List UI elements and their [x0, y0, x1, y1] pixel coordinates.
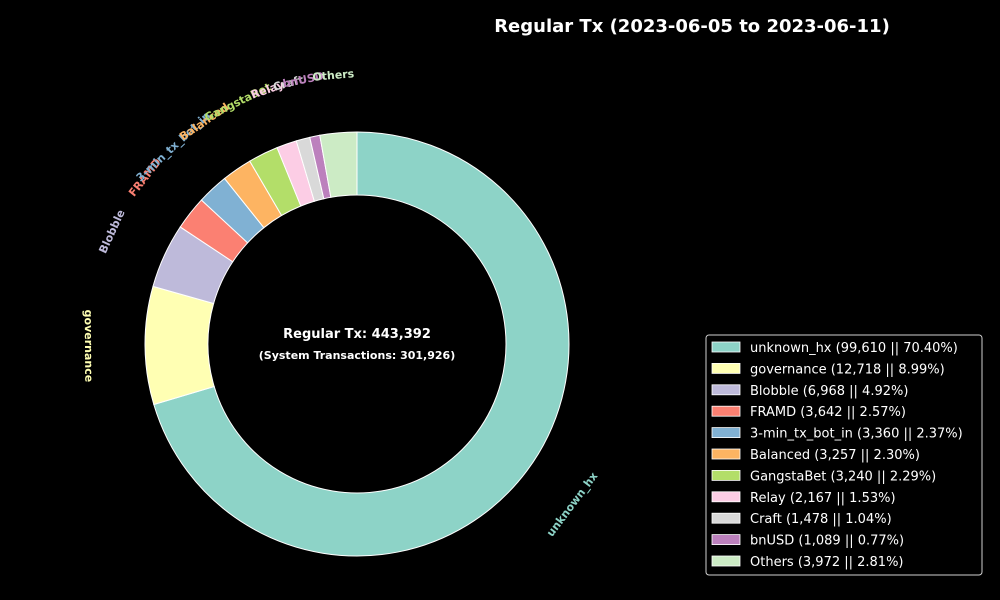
center-system-label: (System Transactions: 301,926)	[259, 349, 455, 362]
slice-label-others: Others	[312, 67, 355, 84]
legend-entry: unknown_hx (99,610 || 70.40%)	[750, 341, 958, 356]
center-total-label: Regular Tx: 443,392	[283, 327, 431, 342]
legend-entry: FRAMD (3,642 || 2.57%)	[750, 405, 906, 420]
legend-swatch	[711, 384, 741, 396]
legend-entry: GangstaBet (3,240 || 2.29%)	[750, 469, 936, 484]
donut-slices	[144, 131, 570, 557]
slice-others	[319, 131, 358, 198]
legend-swatch	[711, 512, 741, 524]
legend-swatch	[711, 448, 741, 460]
legend-entry: 3-min_tx_bot_in (3,360 || 2.37%)	[750, 427, 963, 442]
legend-swatch	[711, 405, 741, 417]
legend-entry: Relay (2,167 || 1.53%)	[750, 491, 896, 506]
legend-entry: governance (12,718 || 8.99%)	[750, 362, 945, 377]
slice-label-unknown-hx: unknown_hx	[544, 470, 600, 539]
legend-entry: Balanced (3,257 || 2.30%)	[750, 448, 920, 463]
slice-label-governance: governance	[82, 310, 96, 383]
legend-swatch	[711, 491, 741, 503]
legend-entry: Blobble (6,968 || 4.92%)	[750, 384, 908, 399]
slice-governance	[144, 285, 215, 406]
legend-swatch	[711, 555, 741, 567]
legend-entry: Others (3,972 || 2.81%)	[750, 555, 904, 570]
slice-unknown-hx	[153, 131, 570, 557]
legend-entry: Craft (1,478 || 1.04%)	[750, 512, 892, 527]
legend-swatch	[711, 469, 741, 481]
legend-swatch	[711, 362, 741, 374]
legend: unknown_hx (99,610 || 70.40%) governance …	[705, 334, 983, 576]
legend-swatch	[711, 341, 741, 353]
legend-swatch	[711, 427, 741, 439]
slice-label-blobble: Blobble	[96, 208, 127, 256]
legend-frame	[705, 334, 983, 576]
legend-swatch	[711, 534, 741, 545]
legend-entry: bnUSD (1,089 || 0.77%)	[750, 534, 904, 549]
chart-title: Regular Tx (2023-06-05 to 2023-06-11)	[494, 16, 890, 37]
